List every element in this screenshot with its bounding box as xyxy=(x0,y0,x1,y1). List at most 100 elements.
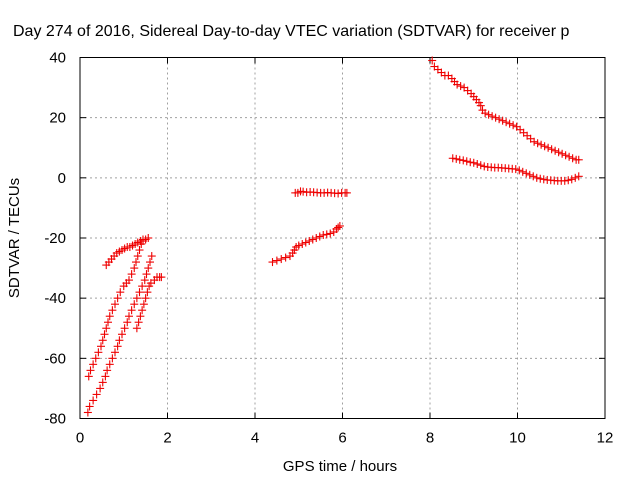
data-point xyxy=(515,166,524,175)
data-point xyxy=(132,258,140,267)
data-point xyxy=(115,336,124,345)
data-point xyxy=(141,294,150,303)
data-point xyxy=(144,264,153,273)
data-point xyxy=(456,82,465,91)
data-point xyxy=(299,187,308,196)
data-point xyxy=(139,300,148,309)
data-point xyxy=(319,230,328,239)
data-point xyxy=(571,173,580,182)
data-point xyxy=(142,270,151,279)
data-point xyxy=(105,312,114,321)
data-point xyxy=(529,172,538,181)
data-point xyxy=(547,145,556,154)
x-tick-label: 4 xyxy=(251,430,259,447)
data-point xyxy=(125,312,133,321)
data-point xyxy=(568,154,577,163)
data-point xyxy=(123,318,132,327)
data-point xyxy=(98,336,107,345)
data-point xyxy=(525,170,534,179)
data-point xyxy=(522,169,531,178)
data-point xyxy=(558,149,567,158)
data-point xyxy=(105,360,114,369)
data-point xyxy=(335,221,344,230)
data-point xyxy=(551,146,560,155)
x-tick-label: 2 xyxy=(163,430,171,447)
data-point xyxy=(113,294,122,303)
data-point xyxy=(108,306,117,315)
data-point xyxy=(536,174,545,183)
data-point xyxy=(133,252,142,261)
y-tick-label: -20 xyxy=(44,230,66,247)
data-point xyxy=(334,189,343,198)
y-tick-label: -80 xyxy=(44,411,66,428)
data-point xyxy=(281,253,290,262)
data-point xyxy=(462,157,471,166)
data-point xyxy=(480,162,489,171)
data-point xyxy=(453,80,462,89)
data-point xyxy=(567,175,576,184)
data-point xyxy=(466,158,475,167)
data-point xyxy=(89,360,98,369)
data-point xyxy=(96,384,105,393)
data-point xyxy=(127,306,136,315)
y-axis: -80 -60 -40 -20 0 20 40 xyxy=(44,50,605,428)
data-point xyxy=(518,167,527,176)
x-tick-label: 0 xyxy=(76,430,84,447)
data-point xyxy=(92,390,101,399)
data-point xyxy=(134,318,143,327)
data-point xyxy=(147,252,156,261)
x-axis-label: GPS time / hours xyxy=(283,458,397,475)
data-point xyxy=(459,156,468,165)
data-point xyxy=(539,175,548,184)
data-point xyxy=(455,155,464,164)
data-points xyxy=(83,56,583,417)
data-point xyxy=(298,240,307,249)
y-tick-label: 40 xyxy=(49,50,66,67)
data-point xyxy=(138,306,147,315)
y-axis-label: SDTVAR / TECUs xyxy=(6,178,23,298)
data-point xyxy=(98,378,107,387)
data-point xyxy=(132,324,141,333)
data-point xyxy=(484,110,493,119)
data-point xyxy=(574,155,583,164)
data-point xyxy=(301,238,310,247)
data-point xyxy=(326,229,335,238)
data-point xyxy=(157,273,166,282)
data-point xyxy=(495,115,504,124)
data-point xyxy=(544,143,553,152)
data-point xyxy=(481,109,490,118)
data-point xyxy=(118,330,126,339)
y-tick-label: 20 xyxy=(49,110,66,127)
data-point xyxy=(305,237,314,246)
data-point xyxy=(138,282,147,291)
data-point xyxy=(277,255,286,264)
data-point xyxy=(111,300,119,309)
data-point xyxy=(132,294,141,303)
data-point xyxy=(86,366,95,375)
data-point xyxy=(102,324,111,333)
data-point xyxy=(116,288,125,297)
data-point xyxy=(136,312,145,321)
data-point xyxy=(144,234,153,242)
data-point xyxy=(294,241,303,250)
x-axis: 0 2 4 6 8 10 12 xyxy=(76,57,613,447)
data-point xyxy=(533,139,542,148)
grid-lines xyxy=(80,57,605,419)
data-point xyxy=(135,246,144,255)
data-point xyxy=(561,151,570,160)
data-point xyxy=(428,56,437,65)
data-point xyxy=(476,161,485,170)
data-point xyxy=(530,137,539,146)
data-point xyxy=(476,101,485,110)
data-point xyxy=(574,172,583,181)
data-point xyxy=(135,288,144,297)
x-tick-label: 6 xyxy=(338,430,346,447)
data-point xyxy=(91,354,100,363)
data-point xyxy=(315,232,324,241)
data-point xyxy=(94,348,103,357)
y-tick-label: -40 xyxy=(44,290,66,307)
data-point xyxy=(342,188,351,197)
data-point xyxy=(120,324,129,333)
data-point xyxy=(473,159,482,168)
data-point xyxy=(565,152,574,161)
